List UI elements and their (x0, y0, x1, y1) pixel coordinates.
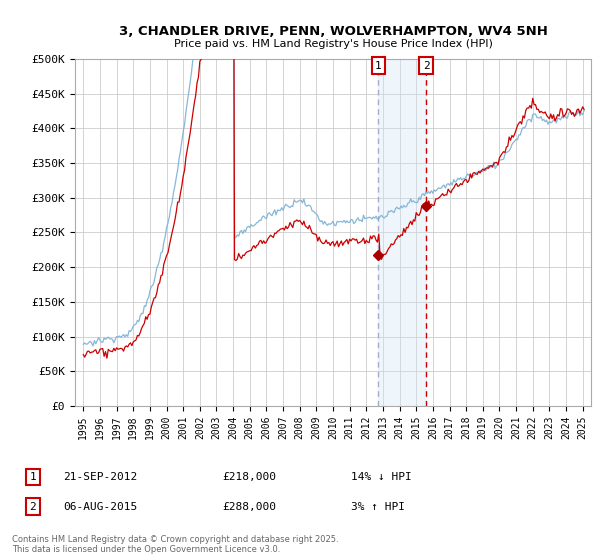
Text: £218,000: £218,000 (222, 472, 276, 482)
Text: 2: 2 (29, 502, 37, 512)
Bar (378, 59, 426, 406)
Text: 1: 1 (375, 60, 382, 71)
Text: Contains HM Land Registry data © Crown copyright and database right 2025.
This d: Contains HM Land Registry data © Crown c… (12, 535, 338, 554)
Text: 3% ↑ HPI: 3% ↑ HPI (351, 502, 405, 512)
Text: 2: 2 (422, 60, 430, 71)
Text: 3, CHANDLER DRIVE, PENN, WOLVERHAMPTON, WV4 5NH: 3, CHANDLER DRIVE, PENN, WOLVERHAMPTON, … (119, 25, 547, 38)
Text: 14% ↓ HPI: 14% ↓ HPI (351, 472, 412, 482)
Text: 1: 1 (29, 472, 37, 482)
Text: £288,000: £288,000 (222, 502, 276, 512)
Text: 21-SEP-2012: 21-SEP-2012 (63, 472, 137, 482)
Text: 06-AUG-2015: 06-AUG-2015 (63, 502, 137, 512)
Text: Price paid vs. HM Land Registry's House Price Index (HPI): Price paid vs. HM Land Registry's House … (173, 39, 493, 49)
